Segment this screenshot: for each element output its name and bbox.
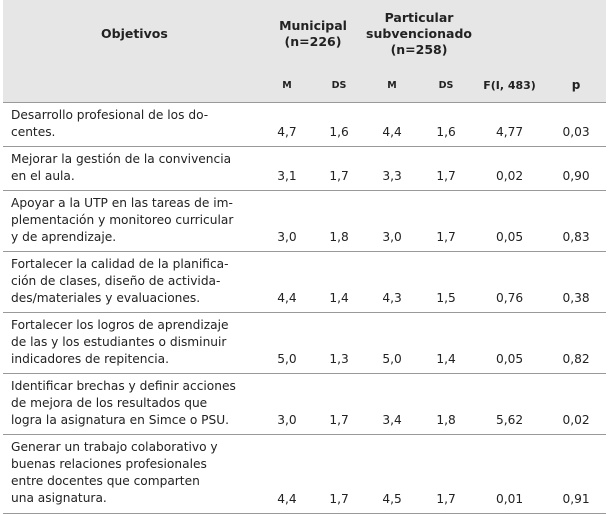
- value-cell: 1,7: [313, 434, 366, 514]
- value-cell: 1,8: [313, 190, 366, 252]
- results-table: Objetivos Municipal (n=226) Particular sub…: [3, 0, 607, 514]
- value-cell: 0,03: [546, 102, 607, 147]
- value-cell: 0,76: [473, 251, 547, 313]
- column-header: Objetivos: [3, 0, 261, 68]
- value-cell: 1,7: [313, 373, 366, 435]
- value-cell: 3,3: [365, 146, 420, 191]
- objective-cell: Fortalecer la calidad de la planifica-ci…: [3, 251, 261, 313]
- objective-line: y de aprendizaje.: [11, 230, 117, 244]
- group-header-line: Municipal: [279, 18, 347, 33]
- value-cell: 0,02: [473, 146, 547, 191]
- table-row: Generar un trabajo colaborativo y buenas …: [3, 434, 607, 514]
- value-cell: 1,4: [419, 312, 474, 374]
- column-header: DS: [419, 68, 474, 103]
- value-cell: 3,4: [365, 373, 420, 435]
- value-cell: 1,5: [419, 251, 474, 313]
- objective-line: una asignatura.: [11, 491, 107, 505]
- column-header: F(I, 483): [473, 68, 547, 103]
- table-row: Identificar brechas y definir acciones de…: [3, 373, 607, 435]
- objective-line: Generar un trabajo colaborativo y: [11, 440, 218, 454]
- objective-line: Identificar brechas y definir acciones: [11, 379, 236, 393]
- group-header-line: Particular: [384, 10, 454, 25]
- value-cell: 1,7: [313, 146, 366, 191]
- value-cell: 0,01: [473, 434, 547, 514]
- group-header: Municipal (n=226): [261, 0, 366, 68]
- group-header-line: (n=258): [390, 42, 448, 57]
- value-cell: 1,7: [419, 434, 474, 514]
- objective-line: Desarrollo profesional de los do-: [11, 108, 209, 122]
- objective-line: de mejora de los resultados que: [11, 396, 208, 410]
- column-header: DS: [313, 68, 366, 103]
- value-cell: 0,82: [546, 312, 607, 374]
- value-cell: 4,3: [365, 251, 420, 313]
- table-row: Apoyar a la UTP en las tareas de im-plem…: [3, 190, 607, 252]
- objective-line: logra la asignatura en Simce o PSU.: [11, 413, 230, 427]
- value-cell: 1,6: [419, 102, 474, 147]
- value-cell: 4,4: [261, 251, 313, 313]
- table-row: Desarrollo profesional de los do-centes.…: [3, 102, 607, 147]
- table-row: Mejorar la gestión de la convivencia en e…: [3, 146, 607, 191]
- table-row: Fortalecer los logros de aprendizaje de l…: [3, 312, 607, 374]
- objective-line: centes.: [11, 125, 56, 139]
- value-cell: 3,0: [261, 190, 313, 252]
- value-cell: 0,05: [473, 190, 547, 252]
- objective-cell: Generar un trabajo colaborativo y buenas …: [3, 434, 261, 514]
- value-cell: 3,1: [261, 146, 313, 191]
- table-body: Desarrollo profesional de los do-centes.…: [3, 102, 607, 514]
- objective-cell: Fortalecer los logros de aprendizaje de l…: [3, 312, 261, 374]
- value-cell: 1,7: [419, 146, 474, 191]
- value-cell: 1,8: [419, 373, 474, 435]
- value-cell: 0,38: [546, 251, 607, 313]
- table-row: Fortalecer la calidad de la planifica-ci…: [3, 251, 607, 313]
- value-cell: 1,6: [313, 102, 366, 147]
- value-cell: 5,0: [365, 312, 420, 374]
- value-cell: 4,77: [473, 102, 547, 147]
- value-cell: 3,0: [365, 190, 420, 252]
- column-header: p: [546, 68, 607, 103]
- objective-line: ción de clases, diseño de activida-: [11, 274, 221, 288]
- objective-cell: Apoyar a la UTP en las tareas de im-plem…: [3, 190, 261, 252]
- value-cell: 4,7: [261, 102, 313, 147]
- value-cell: 0,91: [546, 434, 607, 514]
- group-header-line: (n=226): [284, 34, 342, 49]
- value-cell: 3,0: [261, 373, 313, 435]
- objective-line: Fortalecer la calidad de la planifica-: [11, 257, 229, 271]
- objective-line: indicadores de repitencia.: [11, 352, 169, 366]
- objective-line: Apoyar a la UTP en las tareas de im-: [11, 196, 233, 210]
- group-header-line: subvencionado: [366, 26, 472, 41]
- objective-line: de las y los estudiantes o disminuir: [11, 335, 227, 349]
- value-cell: 0,02: [546, 373, 607, 435]
- objective-cell: Identificar brechas y definir acciones de…: [3, 373, 261, 435]
- objective-line: plementación y monitoreo curricular: [11, 213, 234, 227]
- value-cell: 1,4: [313, 251, 366, 313]
- objective-line: en el aula.: [11, 169, 75, 183]
- objective-line: des/materiales y evaluaciones.: [11, 291, 201, 305]
- value-cell: 4,5: [365, 434, 420, 514]
- column-header: M: [365, 68, 420, 103]
- group-header: Particular subvencionado (n=258): [365, 0, 474, 68]
- objective-line: Mejorar la gestión de la convivencia: [11, 152, 232, 166]
- value-cell: 5,62: [473, 373, 547, 435]
- value-cell: 0,83: [546, 190, 607, 252]
- value-cell: 1,3: [313, 312, 366, 374]
- objective-line: Fortalecer los logros de aprendizaje: [11, 318, 229, 332]
- column-header: M: [261, 68, 313, 103]
- objective-cell: Desarrollo profesional de los do-centes.: [3, 102, 261, 147]
- value-cell: 1,7: [419, 190, 474, 252]
- value-cell: 4,4: [365, 102, 420, 147]
- objective-line: entre docentes que comparten: [11, 474, 200, 488]
- objective-line: buenas relaciones profesionales: [11, 457, 207, 471]
- value-cell: 0,05: [473, 312, 547, 374]
- value-cell: 5,0: [261, 312, 313, 374]
- objective-cell: Mejorar la gestión de la convivencia en e…: [3, 146, 261, 191]
- value-cell: 4,4: [261, 434, 313, 514]
- value-cell: 0,90: [546, 146, 607, 191]
